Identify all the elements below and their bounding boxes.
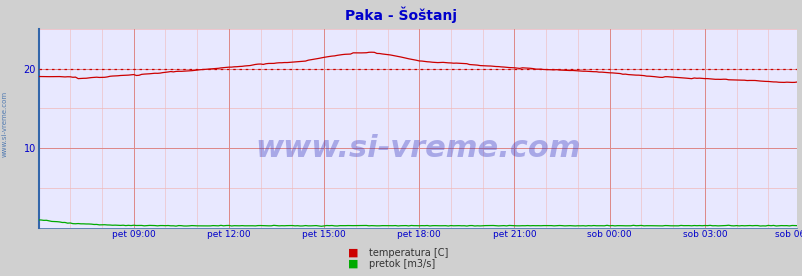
Text: pretok [m3/s]: pretok [m3/s] xyxy=(369,259,435,269)
Text: ■: ■ xyxy=(347,248,358,258)
Text: Paka - Šoštanj: Paka - Šoštanj xyxy=(345,7,457,23)
Text: temperatura [C]: temperatura [C] xyxy=(369,248,448,258)
Text: www.si-vreme.com: www.si-vreme.com xyxy=(255,134,580,163)
Text: www.si-vreme.com: www.si-vreme.com xyxy=(2,91,8,157)
Text: ■: ■ xyxy=(347,259,358,269)
